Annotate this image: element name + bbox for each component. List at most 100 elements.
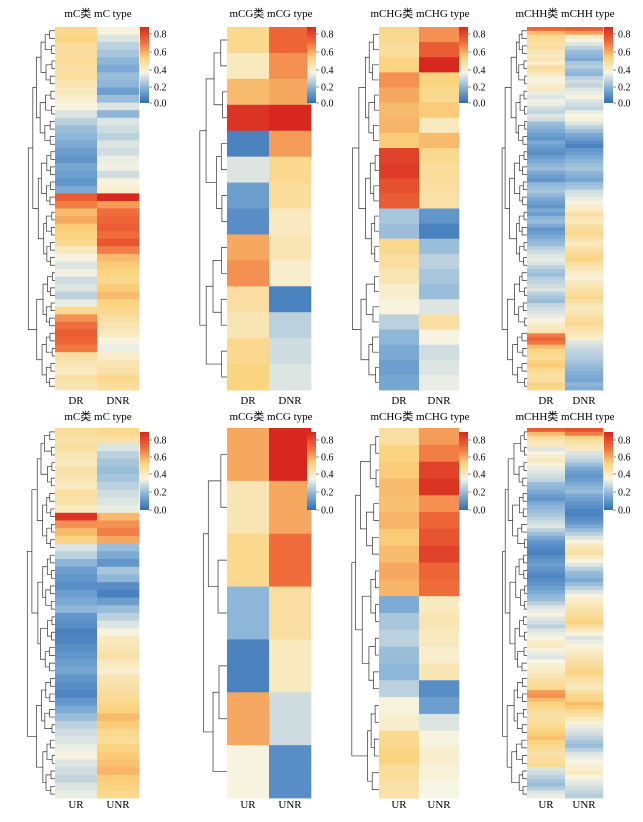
heatmap-cell <box>527 570 566 575</box>
column-label: UR <box>391 799 407 811</box>
dendrogram-branch <box>44 651 50 668</box>
heatmap-cell <box>565 435 604 440</box>
heatmap-cell <box>227 286 270 313</box>
heatmap-cell <box>97 535 140 545</box>
heatmap-cell <box>565 578 604 583</box>
color-key-label: 0.2 <box>321 488 334 499</box>
dendrogram-branch <box>370 579 376 614</box>
dendrogram-branch <box>374 245 379 262</box>
heatmap-cell <box>527 682 566 687</box>
dendrogram-branch <box>50 151 55 160</box>
heatmap-cell <box>527 64 566 69</box>
heatmap-cell <box>97 428 140 437</box>
heatmap-cell <box>97 314 140 323</box>
heatmap-cell <box>527 497 566 502</box>
heatmap-cell <box>565 352 604 357</box>
heatmap-cell <box>527 231 566 236</box>
heatmap-cell <box>527 352 566 357</box>
heatmap-cell <box>565 520 604 525</box>
dendrogram-branch <box>49 30 55 39</box>
heatmap-cell <box>97 643 140 652</box>
dendrogram-branch <box>46 743 53 760</box>
dendrogram-branch <box>523 90 527 100</box>
heatmap-cell <box>565 678 604 683</box>
heatmap-cell <box>565 340 604 346</box>
heatmap-cell <box>527 155 566 160</box>
heatmap-cell <box>565 481 604 487</box>
heatmap-cell <box>565 724 604 730</box>
heatmap-cell <box>527 216 566 221</box>
dendrogram-branch <box>524 106 527 115</box>
heatmap-cell <box>379 629 420 648</box>
color-key-bar <box>307 27 316 103</box>
heatmap-cell <box>97 42 140 51</box>
panel-title: mCHH类 mCHH type <box>516 6 615 20</box>
heatmap-cell <box>565 740 604 745</box>
heatmap-cell <box>527 493 566 498</box>
dendrogram-branch <box>32 87 39 209</box>
heatmap-cell <box>565 329 604 334</box>
heatmap-cell <box>527 197 566 202</box>
heatmap-cell <box>97 782 140 791</box>
heatmap-cell <box>565 639 604 645</box>
heatmap-cell <box>527 253 566 259</box>
heatmap-panel: mC类 mC type DR DNR 0.8 0.6 0.4 0.2 0.0 <box>27 6 167 407</box>
heatmap-cell <box>565 136 604 141</box>
dendrogram-branch <box>373 738 379 757</box>
heatmap-cell <box>55 253 98 262</box>
dendrogram-branch <box>360 298 369 361</box>
heatmap-cell <box>97 178 140 187</box>
panel-title: mCG类 mCG type <box>229 409 312 423</box>
heatmap-cell <box>55 87 98 96</box>
dendrogram-branch <box>50 181 55 190</box>
color-key-label: 0.6 <box>154 453 167 464</box>
heatmap-cell <box>527 295 566 300</box>
heatmap-cell <box>527 355 566 361</box>
dendrogram-branch <box>519 245 525 262</box>
heatmap-cell <box>527 786 566 791</box>
heatmap-cell <box>527 185 566 190</box>
heatmap-cell <box>565 64 604 69</box>
heatmap-cell <box>527 337 566 342</box>
color-key-label: 0.0 <box>473 99 486 110</box>
heatmap-cell <box>527 555 566 560</box>
column-label: DR <box>68 395 84 407</box>
heatmap-cell <box>527 68 566 73</box>
heatmap-cell <box>55 269 98 277</box>
heatmap-cell <box>527 524 566 529</box>
column-label: UR <box>240 799 256 811</box>
heatmap-cell <box>565 378 604 383</box>
heatmap-cell <box>565 83 604 88</box>
dendrogram-branch <box>49 317 55 327</box>
heatmap-cell <box>379 596 420 614</box>
color-key-bar <box>604 432 613 510</box>
dendrogram-branch <box>522 508 527 517</box>
dendrogram-branch <box>371 772 379 790</box>
dendrogram-branch <box>361 595 371 664</box>
heatmap-cell <box>527 318 566 323</box>
heatmap-cell <box>97 64 140 73</box>
heatmap-cell <box>55 528 98 537</box>
heatmap-cell <box>565 466 604 471</box>
heatmap-cell <box>565 732 604 737</box>
heatmap-cell <box>527 639 566 645</box>
dendrogram-branch <box>521 363 527 372</box>
heatmap-cell <box>565 72 604 77</box>
heatmap-cell <box>55 261 98 270</box>
heatmap-cell <box>527 458 566 464</box>
heatmap-cell <box>227 52 270 80</box>
heatmap-cell <box>527 636 566 641</box>
heatmap-cell <box>527 566 566 571</box>
heatmap-cell <box>565 121 604 126</box>
heatmap-cell <box>527 42 566 47</box>
dendrogram-branch <box>51 227 55 236</box>
dendrogram-branch <box>517 651 525 668</box>
dendrogram-branch <box>366 511 374 547</box>
heatmap-cell <box>527 582 566 587</box>
heatmap-cell <box>565 193 604 198</box>
heatmap-cell <box>97 497 140 506</box>
heatmap-cell <box>565 616 604 622</box>
dendrogram-branch <box>521 739 527 749</box>
heatmap-cell <box>55 443 98 452</box>
dendrogram-branch <box>524 601 527 610</box>
